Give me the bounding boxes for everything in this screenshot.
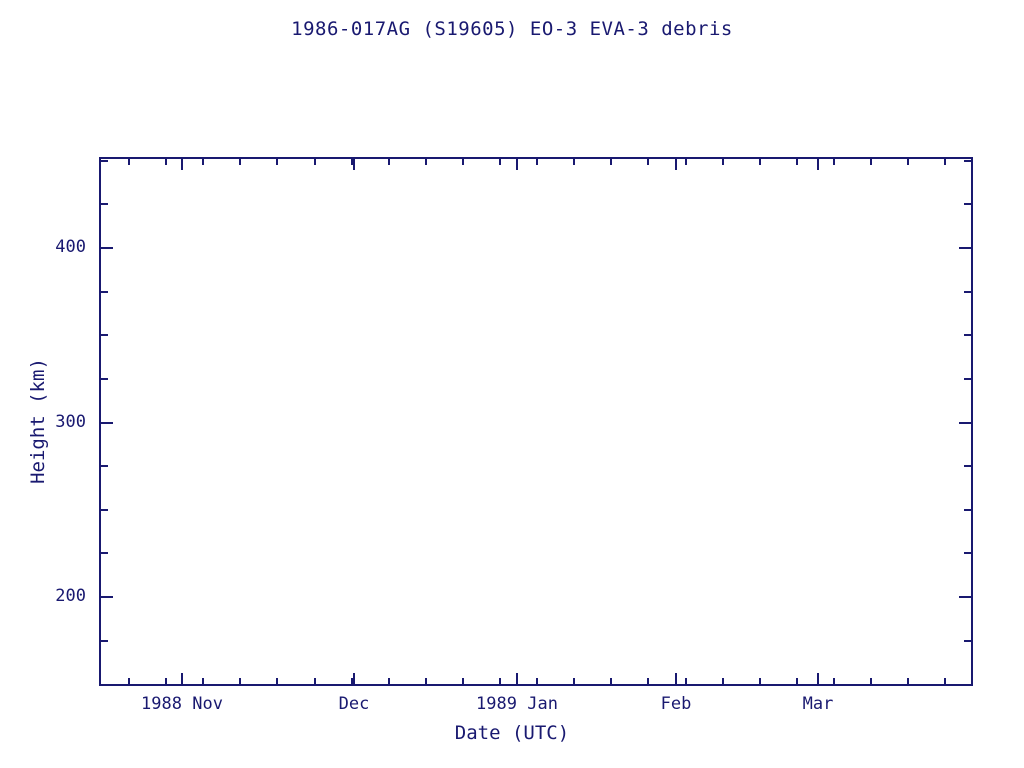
x-tick-minor-top <box>536 157 539 165</box>
x-tick-major <box>181 673 183 686</box>
x-tick-minor <box>424 678 427 686</box>
x-tick-minor <box>832 678 835 686</box>
x-tick-minor <box>165 678 168 686</box>
x-tick-major-top <box>817 157 819 170</box>
y-tick-right <box>964 334 973 337</box>
x-tick-label: Dec <box>338 694 370 714</box>
x-tick-minor-top <box>424 157 427 165</box>
x-tick-major-top <box>353 157 355 170</box>
x-tick-minor <box>573 678 576 686</box>
x-tick-minor <box>461 678 464 686</box>
x-tick-minor-top <box>350 157 353 165</box>
y-tick-minor <box>99 465 108 468</box>
x-tick-label: Feb <box>660 694 692 714</box>
y-tick-right <box>964 203 973 206</box>
x-tick-minor-top <box>387 157 390 165</box>
y-tick-right <box>964 639 973 642</box>
y-tick-right <box>959 421 973 424</box>
x-tick-minor <box>610 678 613 686</box>
y-tick-right <box>964 508 973 511</box>
x-tick-minor-top <box>944 157 947 165</box>
x-tick-minor <box>758 678 761 686</box>
x-tick-minor-top <box>202 157 205 165</box>
y-tick-minor <box>99 508 108 511</box>
x-tick-minor <box>499 678 501 686</box>
y-tick-right <box>964 552 973 555</box>
y-tick-right <box>964 290 973 293</box>
x-tick-minor <box>944 678 947 686</box>
y-tick-minor <box>99 290 108 293</box>
x-tick-major <box>817 673 819 686</box>
x-tick-minor-top <box>610 157 613 165</box>
y-tick-minor <box>99 639 108 642</box>
y-tick-right <box>964 159 973 162</box>
x-tick-minor-top <box>461 157 464 165</box>
x-tick-major-top <box>675 157 677 170</box>
x-axis-title: Date (UTC) <box>454 722 570 744</box>
y-tick-minor <box>99 203 108 206</box>
y-tick-minor <box>99 159 108 162</box>
x-tick-minor <box>202 678 205 686</box>
x-tick-major-top <box>181 157 183 170</box>
x-tick-minor-top <box>907 157 910 165</box>
x-tick-minor-top <box>870 157 872 165</box>
x-tick-minor <box>795 678 798 686</box>
x-tick-minor <box>239 678 242 686</box>
x-tick-minor-top <box>276 157 279 165</box>
x-tick-minor <box>536 678 539 686</box>
x-tick-minor <box>128 678 130 686</box>
x-tick-minor-top <box>239 157 242 165</box>
y-tick-right <box>959 596 973 598</box>
x-tick-minor <box>870 678 872 686</box>
x-tick-label: 1989 Jan <box>476 694 558 714</box>
x-tick-minor <box>387 678 390 686</box>
x-tick-minor-top <box>721 157 724 165</box>
x-tick-major <box>675 673 677 686</box>
x-tick-minor <box>350 678 353 686</box>
x-tick-label: 1988 Nov <box>141 694 223 714</box>
x-tick-minor <box>276 678 279 686</box>
y-tick-label: 200 <box>55 586 86 606</box>
chart-title: 1986-017AG (S19605) EO-3 EVA-3 debris <box>291 18 733 40</box>
y-tick-right <box>964 377 973 380</box>
x-tick-minor-top <box>499 157 501 165</box>
x-tick-minor <box>721 678 724 686</box>
x-tick-minor-top <box>684 157 687 165</box>
x-tick-minor <box>907 678 910 686</box>
x-tick-major <box>516 673 518 686</box>
y-tick-major <box>99 421 113 424</box>
y-tick-major <box>99 596 113 598</box>
x-tick-minor-top <box>795 157 798 165</box>
x-tick-minor <box>313 678 316 686</box>
y-tick-minor <box>99 552 108 555</box>
y-tick-minor <box>99 334 108 337</box>
x-tick-minor <box>647 678 650 686</box>
x-tick-major <box>353 673 355 686</box>
y-tick-minor <box>99 377 108 380</box>
x-tick-label: Mar <box>802 694 834 714</box>
x-tick-minor-top <box>573 157 576 165</box>
y-tick-right <box>959 247 973 249</box>
x-tick-minor-top <box>647 157 650 165</box>
y-tick-right <box>964 465 973 468</box>
x-tick-minor-top <box>313 157 316 165</box>
x-tick-minor <box>684 678 687 686</box>
y-tick-label: 400 <box>55 237 86 257</box>
x-tick-minor-top <box>165 157 168 165</box>
x-tick-minor-top <box>758 157 761 165</box>
plot-frame <box>99 157 973 686</box>
x-tick-minor-top <box>832 157 835 165</box>
y-axis-title: Height (km) <box>27 358 49 484</box>
y-tick-label: 300 <box>55 411 86 432</box>
x-tick-minor-top <box>128 157 130 165</box>
y-tick-major <box>99 247 113 249</box>
x-tick-major-top <box>516 157 518 170</box>
